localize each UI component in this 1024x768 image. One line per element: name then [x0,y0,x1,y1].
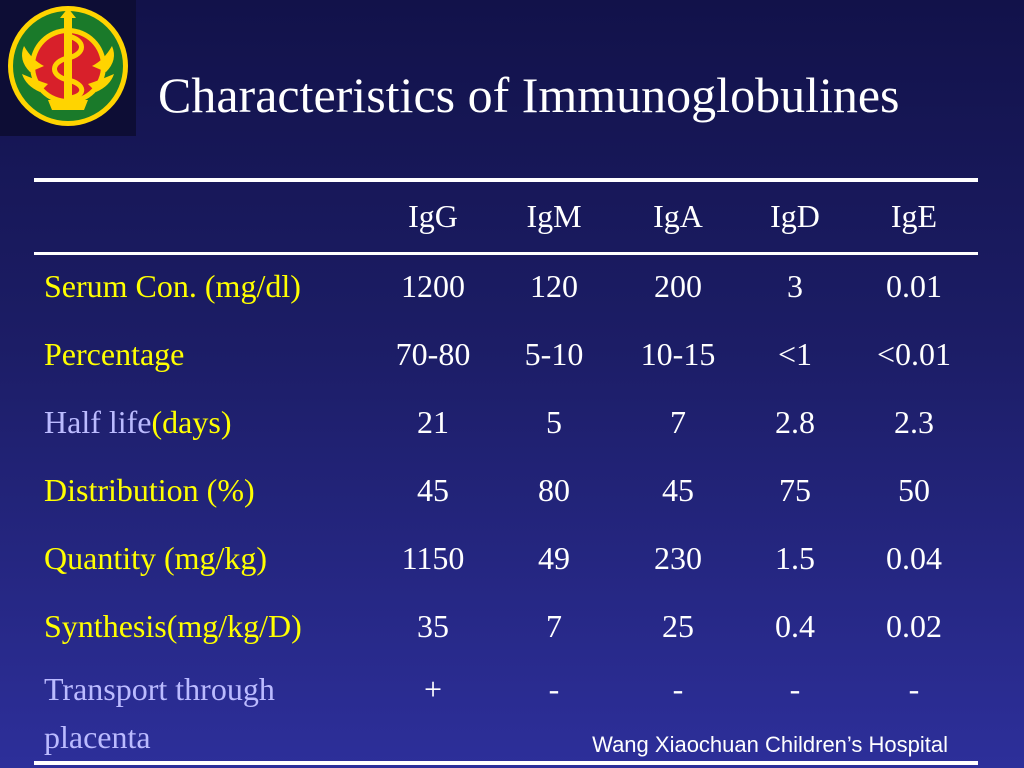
table-row-synthesis: Synthesis(mg/kg/D) 35 7 25 0.4 0.02 [34,597,978,665]
immunoglobulin-table-container: IgG IgM IgA IgD IgE Serum Con. (mg/dl) 1… [34,178,978,765]
cell-igg: 1200 [401,268,465,304]
cell-iga: 7 [670,404,686,440]
cell-igg: 45 [417,472,449,508]
immunoglobulin-table-body: Serum Con. (mg/dl) 1200 120 200 3 0.01 P… [34,255,978,761]
cell-igd: 3 [787,268,803,304]
cell-igm: 49 [538,540,570,576]
cell-ige: 50 [898,472,930,508]
cell-ige: 2.3 [894,404,934,440]
row-label-main: Half life [44,404,152,440]
cell-igd: 2.8 [775,404,815,440]
cell-iga: 25 [662,608,694,644]
cell-igd: 75 [779,472,811,508]
table-bottom-rule [34,761,978,765]
cell-iga: 230 [654,540,702,576]
row-label: Transport through placenta [44,671,275,755]
cell-ige: 0.02 [886,608,942,644]
row-label: Half life(days) [34,393,374,461]
cell-igd: 0.4 [775,608,815,644]
cell-igg: 1150 [401,540,465,576]
table-row-half-life: Half life(days) 21 5 7 2.8 2.3 [34,393,978,461]
cell-igm: 120 [530,268,578,304]
table-row-distribution: Distribution (%) 45 80 45 75 50 [34,461,978,529]
header-igm: IgM [526,198,582,234]
cell-ige: - [908,671,920,707]
cell-igg: 35 [417,608,449,644]
slide-title: Characteristics of Immunoglobulines [158,67,900,123]
header-iga: IgA [653,198,703,234]
table-header-row: IgG IgM IgA IgD IgE [34,182,978,252]
cell-igm: 5-10 [524,336,584,372]
table-row-quantity: Quantity (mg/kg) 1150 49 230 1.5 0.04 [34,529,978,597]
row-label: Serum Con. (mg/dl) [44,268,301,304]
cell-igg: 70-80 [395,336,471,372]
cell-igd: - [789,671,801,707]
cell-ige: 0.04 [886,540,942,576]
header-blank-cell [34,182,374,252]
header-igg: IgG [408,198,458,234]
cell-igm: - [548,671,560,707]
table-top-rule [34,178,978,182]
cell-iga: 45 [662,472,694,508]
hospital-logo [0,0,136,136]
cell-igm: 80 [538,472,570,508]
cell-igg: 21 [417,404,449,440]
hospital-emblem-icon [8,6,128,126]
row-label: Percentage [44,336,185,372]
cell-ige: 0.01 [886,268,942,304]
cell-ige: <0.01 [876,336,952,372]
immunoglobulin-table: IgG IgM IgA IgD IgE [34,182,978,252]
cell-iga: 200 [654,268,702,304]
table-row-percentage: Percentage 70-80 5-10 10-15 <1 <0.01 [34,325,978,393]
header-igd: IgD [770,198,820,234]
table-row-serum-concentration: Serum Con. (mg/dl) 1200 120 200 3 0.01 [34,255,978,325]
cell-igg: + [423,671,443,707]
cell-iga: 10-15 [640,336,716,372]
cell-igm: 5 [546,404,562,440]
cell-igm: 7 [546,608,562,644]
row-label: Synthesis(mg/kg/D) [44,608,302,644]
header-ige: IgE [890,198,938,234]
cell-igd: <1 [777,336,813,372]
cell-igd: 1.5 [775,540,815,576]
row-label-unit: (days) [151,404,232,440]
row-label: Quantity (mg/kg) [44,540,268,576]
row-label: Distribution (%) [44,472,255,508]
table-row-placental-transport: Transport through placenta + - - - - [34,665,978,761]
cell-iga: - [672,671,684,707]
footer-credit: Wang Xiaochuan Children’s Hospital [592,732,948,757]
table-header-rule [34,252,978,255]
